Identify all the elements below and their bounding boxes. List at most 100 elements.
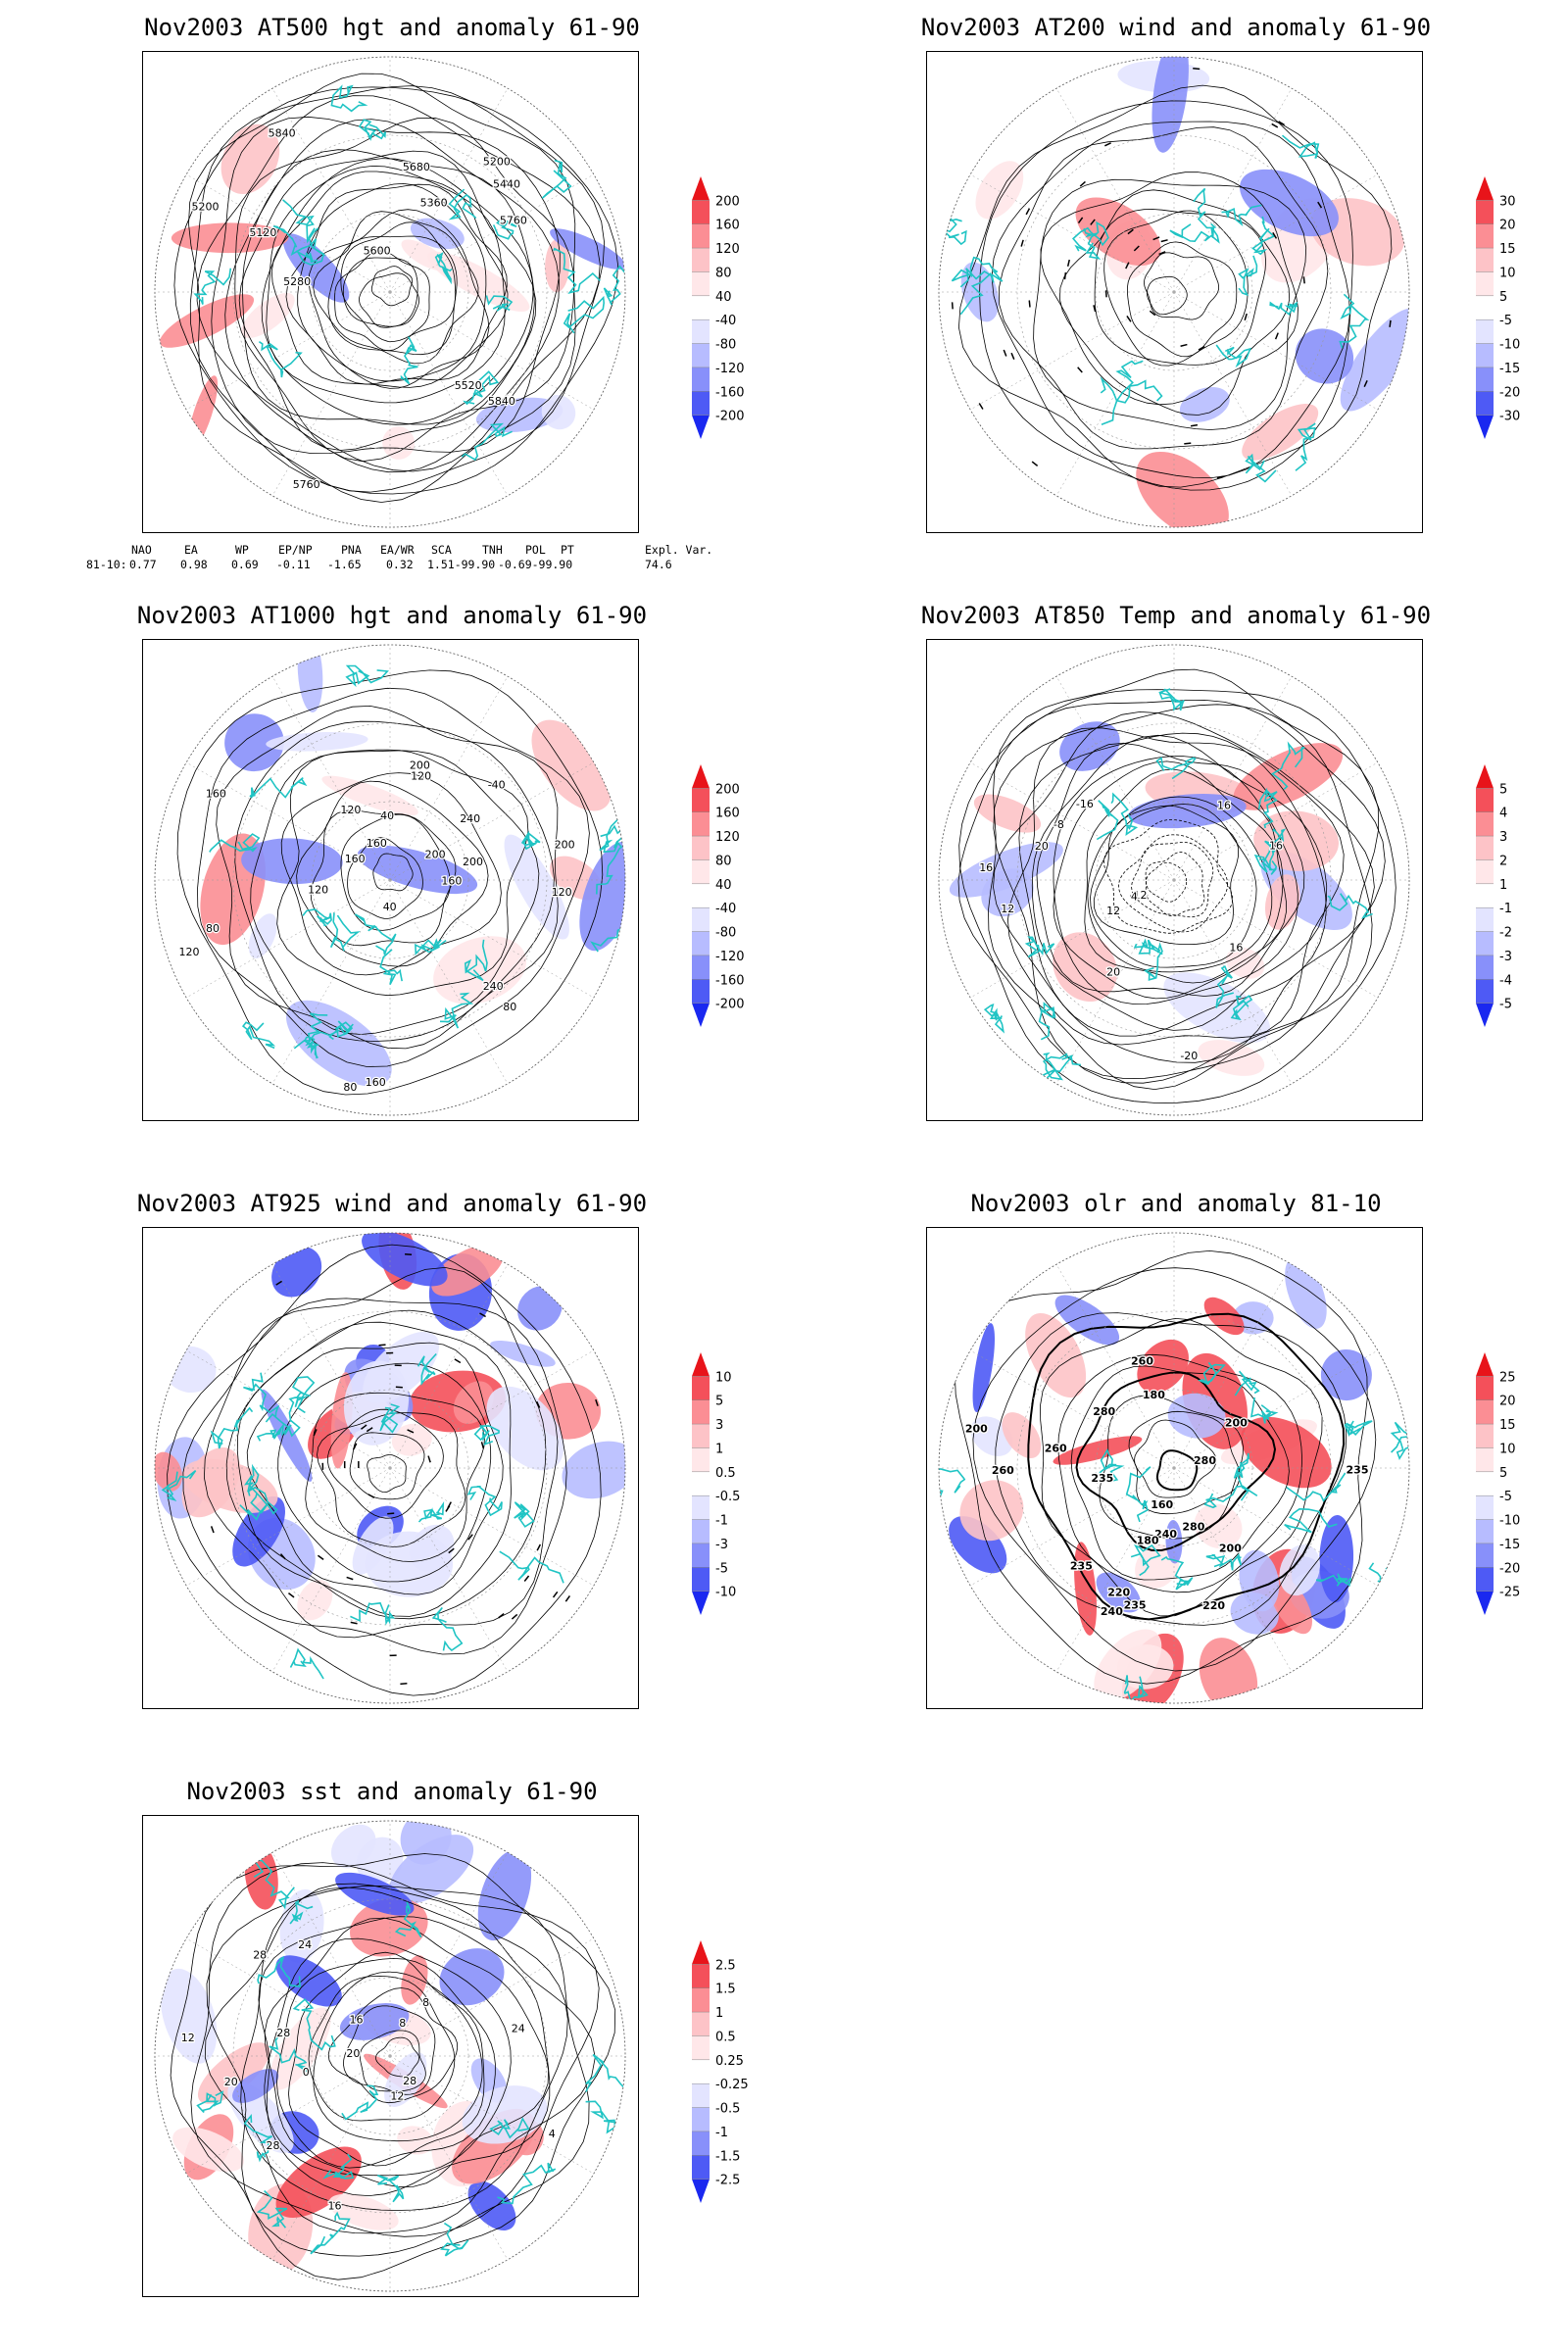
coastline (1250, 1396, 1279, 1424)
contour-label: 4 (1131, 890, 1138, 903)
wind-arrow (467, 1534, 473, 1541)
contour-label: 180 (1143, 1389, 1165, 1401)
anomaly-area (1253, 810, 1339, 871)
coastline (585, 2100, 624, 2134)
contour-line (173, 86, 618, 495)
colorbar-segment (1476, 1376, 1494, 1400)
coastline (1133, 938, 1155, 955)
anomaly-area (975, 161, 1024, 220)
map-disc (155, 1233, 625, 1703)
colorbar-label: 5 (1499, 1466, 1507, 1481)
colorbar-segment (692, 788, 710, 812)
contour-label: -20 (1180, 1050, 1198, 1062)
wind-arrow (595, 1398, 599, 1406)
coastline (603, 265, 625, 306)
tele-header: EA/WR (380, 543, 415, 557)
colorbar-label: -4 (1499, 973, 1512, 988)
contour-line (359, 2030, 426, 2092)
contour-label: 5600 (364, 244, 391, 257)
coastline (415, 938, 447, 956)
coastline (252, 1858, 295, 1910)
tele-value: -0.11 (276, 558, 311, 571)
anomaly-area (365, 1531, 454, 1597)
anomaly-area (490, 1340, 556, 1367)
anomaly-area (269, 2007, 331, 2090)
colorbar: 200 160 120 80 40 -40 -80 -120 -160 -200 (686, 172, 804, 443)
colorbar-label: 160 (715, 807, 740, 821)
coastline (431, 1606, 464, 1652)
wind-arrow (1079, 180, 1086, 187)
colorbar-segment (1476, 391, 1494, 416)
colorbar-segment (692, 271, 710, 296)
coastline (541, 159, 572, 199)
panel-at200-wind: Nov2003 AT200 wind and anomaly 61-90 30 2… (784, 0, 1568, 588)
contour-label: 235 (1091, 1472, 1113, 1485)
coastline (599, 814, 625, 854)
anomaly-area (467, 2180, 516, 2230)
colorbar-segment (1476, 883, 1494, 908)
contour-line (359, 272, 420, 328)
wind-arrow (275, 1280, 282, 1286)
coastline (400, 336, 418, 385)
wind-arrow (1010, 352, 1015, 360)
contour-label: 28 (403, 2075, 416, 2087)
anomaly-area (339, 2003, 410, 2040)
anomaly-area (1268, 1574, 1312, 1635)
colorbar-label: -20 (1499, 1561, 1520, 1576)
contour-line (1131, 842, 1214, 918)
colorbar-segment (692, 391, 710, 416)
contour-line (1057, 1353, 1303, 1593)
anomaly-area (1053, 932, 1117, 1003)
polar-map (154, 1232, 626, 1704)
coastline (1205, 1553, 1243, 1571)
contour-line (276, 749, 529, 997)
contour-label: 5520 (455, 379, 482, 392)
anomaly-area (241, 292, 295, 338)
meridian-line (1173, 291, 1293, 496)
coastline (1143, 942, 1163, 981)
map-frame: 5840 5760 5200 5120 5200 5280 5360 5440 5520 5600… (142, 51, 639, 533)
coastline (416, 1352, 437, 1387)
anomaly-area (1054, 1295, 1120, 1346)
contour-line (1094, 209, 1267, 366)
wind-arrow (1363, 379, 1368, 387)
tele-value: 0.98 (180, 558, 208, 571)
colorbar-segment (692, 2059, 710, 2084)
colorbar-segment (692, 223, 710, 249)
contour-label: 160 (1151, 1498, 1173, 1511)
coastline (358, 119, 386, 141)
coastline (345, 664, 389, 688)
coastline (310, 2211, 351, 2255)
panel-title: Nov2003 AT200 wind and anomaly 61-90 (920, 14, 1432, 41)
wind-arrow (1180, 343, 1188, 347)
colorbar-label: -5 (1499, 314, 1512, 328)
colorbar-label: 3 (715, 1418, 723, 1433)
coastline (439, 992, 474, 1029)
colorbar-label: 0.25 (715, 2054, 744, 2069)
wind-arrow (552, 1591, 559, 1598)
coastline (563, 295, 606, 334)
colorbar: 10 5 3 1 0.5 -0.5 -1 -3 -5 -10 (686, 1348, 804, 1619)
anomaly-area (1128, 794, 1247, 829)
contour-line (327, 235, 458, 356)
meridian-line (389, 2055, 594, 2175)
colorbar-segment (692, 1471, 710, 1496)
anomaly-area (232, 1495, 285, 1567)
contour-line (1155, 1449, 1199, 1492)
wind-arrow (1031, 461, 1039, 466)
coastline (485, 295, 514, 312)
coastline (247, 1463, 278, 1515)
anomaly-area (382, 426, 416, 460)
anomaly-area (1264, 874, 1300, 930)
coastline (1203, 1485, 1258, 1509)
anomaly-area (1059, 721, 1120, 771)
map-boundary (938, 56, 1410, 528)
colorbar-segment (1476, 319, 1494, 344)
colorbar-label: -5 (1499, 1490, 1512, 1504)
contour-line (1090, 804, 1257, 968)
colorbar-segment (1476, 248, 1494, 272)
colorbar-segment (692, 1543, 710, 1568)
colorbar-segment (692, 1987, 710, 2013)
contour-line (236, 1321, 512, 1617)
coastline (440, 2222, 469, 2257)
